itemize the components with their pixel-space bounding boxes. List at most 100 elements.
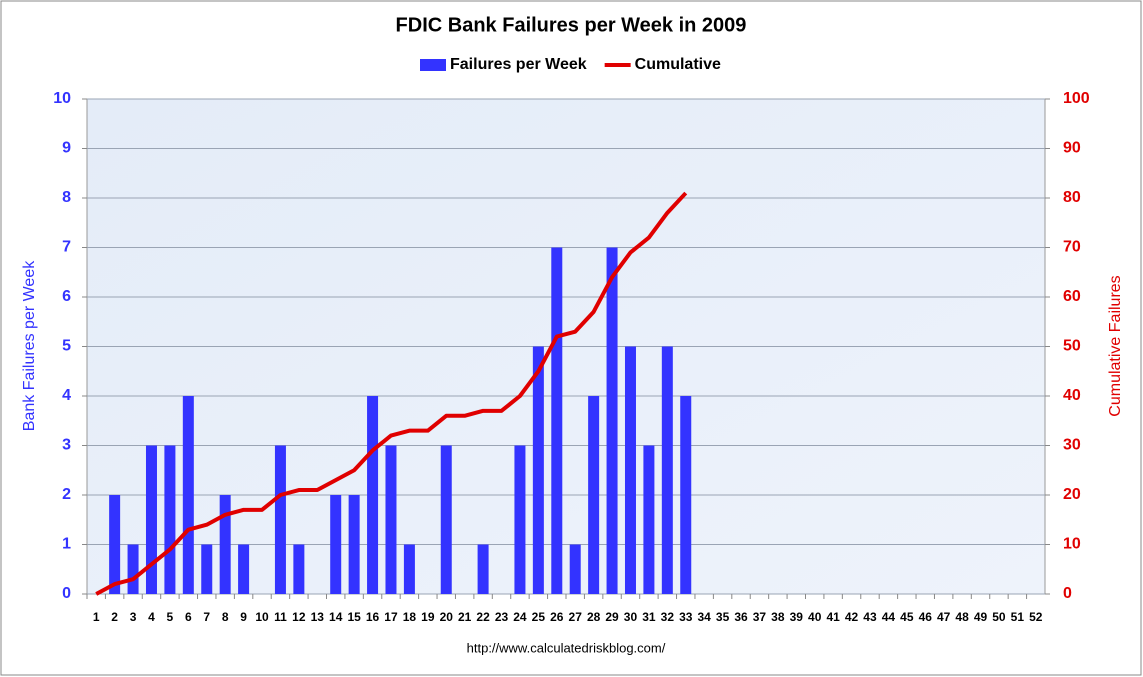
y2-tick-label: 30: [1063, 437, 1081, 454]
y-tick-label: 5: [62, 338, 71, 355]
x-tick-label: 37: [753, 610, 767, 624]
x-tick-label: 7: [203, 610, 210, 624]
y2-tick-label: 10: [1063, 536, 1081, 553]
x-tick-label: 41: [826, 610, 840, 624]
x-tick-label: 31: [642, 610, 656, 624]
x-tick-label: 50: [992, 610, 1006, 624]
x-tick-label: 2: [111, 610, 118, 624]
bar: [164, 445, 176, 594]
x-tick-label: 43: [863, 610, 877, 624]
x-tick-label: 32: [661, 610, 675, 624]
bar: [477, 544, 489, 594]
x-tick-label: 16: [366, 610, 380, 624]
x-tick-label: 9: [240, 610, 247, 624]
x-tick-label: 3: [130, 610, 137, 624]
bar: [367, 396, 379, 594]
legend-label: Cumulative: [635, 56, 721, 73]
x-tick-label: 49: [974, 610, 988, 624]
line: [95, 191, 688, 596]
y2-tick-label: 50: [1063, 338, 1081, 355]
y-tick-label: 0: [62, 585, 71, 602]
y-axis-label: Bank Failures per Week: [21, 260, 38, 431]
x-tick-label: 21: [458, 610, 472, 624]
bar: [109, 495, 121, 594]
x-tick-label: 44: [882, 610, 896, 624]
x-tick-label: 38: [771, 610, 785, 624]
source: http://www.calculatedriskblog.com/: [467, 640, 666, 655]
x-tick-label: 1: [93, 610, 100, 624]
x-tick-label: 39: [790, 610, 804, 624]
bar: [680, 396, 692, 594]
bar: [643, 445, 655, 594]
bar: [127, 544, 139, 594]
y2-tick-label: 90: [1063, 140, 1081, 157]
y2-tick-label: 60: [1063, 288, 1081, 305]
bar: [551, 247, 563, 594]
bar: [403, 544, 415, 594]
bar: [440, 445, 452, 594]
x-tick-label: 36: [734, 610, 748, 624]
bar: [661, 346, 673, 594]
y2-tick-label: 70: [1063, 239, 1081, 256]
x-tick-label: 29: [605, 610, 619, 624]
x-tick-label: 47: [937, 610, 951, 624]
x-tick-label: 51: [1011, 610, 1025, 624]
bar: [274, 445, 286, 594]
x-tick-label: 8: [222, 610, 229, 624]
x-tick-label: 46: [919, 610, 933, 624]
x-tick-label: 26: [550, 610, 564, 624]
bar: [588, 396, 600, 594]
x-tick-label: 52: [1029, 610, 1043, 624]
x-tick-label: 17: [384, 610, 398, 624]
x-tick-label: 11: [274, 610, 287, 624]
x-tick-label: 30: [624, 610, 638, 624]
legend-swatch: [420, 59, 446, 71]
x-tick-label: 25: [532, 610, 546, 624]
bar: [182, 396, 194, 594]
y2-tick-label: 20: [1063, 486, 1081, 503]
x-tick-label: 40: [808, 610, 822, 624]
x-tick-label: 23: [495, 610, 509, 624]
x-tick-label: 18: [403, 610, 417, 624]
x-tick-label: 22: [476, 610, 490, 624]
x-tick-label: 45: [900, 610, 914, 624]
y-tick-label: 4: [62, 387, 71, 404]
bar: [532, 346, 544, 594]
bar: [201, 544, 213, 594]
x-tick-label: 27: [569, 610, 583, 624]
y-tick-label: 1: [62, 536, 71, 553]
bar: [514, 445, 526, 594]
bar: [348, 495, 360, 594]
x-tick-label: 14: [329, 610, 343, 624]
y-tick-label: 8: [62, 189, 71, 206]
x-tick-label: 34: [697, 610, 711, 624]
bar: [145, 445, 157, 594]
x-tick-label: 33: [679, 610, 693, 624]
y2-tick-label: 40: [1063, 387, 1081, 404]
bar: [606, 247, 618, 594]
bar: [385, 445, 397, 594]
bar: [569, 544, 581, 594]
x-tick-label: 13: [311, 610, 325, 624]
x-tick-label: 15: [347, 610, 361, 624]
legend-label: Failures per Week: [450, 56, 587, 73]
x-tick-label: 24: [513, 610, 527, 624]
x-tick-label: 12: [292, 610, 306, 624]
y-tick-label: 6: [62, 288, 71, 305]
x-tick-label: 28: [587, 610, 601, 624]
x-tick-label: 35: [716, 610, 730, 624]
x-tick-label: 4: [148, 610, 155, 624]
chart-title: FDIC Bank Failures per Week in 2009: [396, 14, 747, 36]
bar: [293, 544, 305, 594]
bar: [624, 346, 636, 594]
bar: [219, 495, 231, 594]
x-tick-label: 6: [185, 610, 192, 624]
x-tick-label: 19: [421, 610, 435, 624]
y-tick-label: 2: [62, 486, 71, 503]
x-tick-label: 48: [955, 610, 969, 624]
x-tick-label: 20: [440, 610, 454, 624]
x-tick-label: 42: [845, 610, 859, 624]
y2-tick-label: 80: [1063, 189, 1081, 206]
bar: [330, 495, 342, 594]
